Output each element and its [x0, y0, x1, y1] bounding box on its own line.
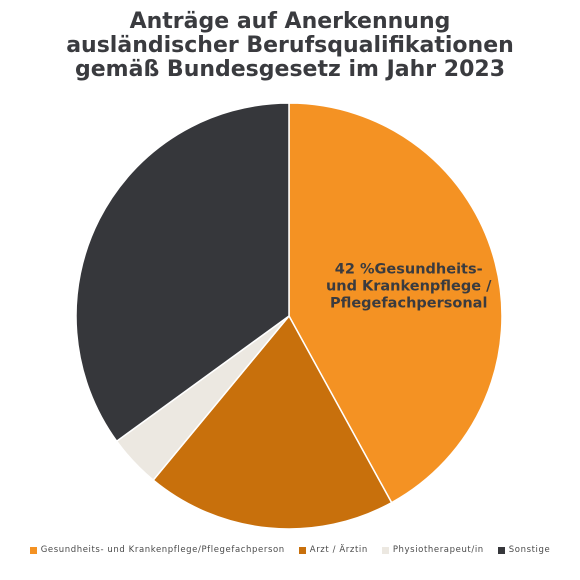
legend-item: Gesundheits- und Krankenpflege/Pflegefac… [29, 545, 285, 555]
pie-slice [75, 102, 290, 443]
legend-swatch [29, 546, 37, 554]
legend-swatch [381, 546, 389, 554]
legend-label: Gesundheits- und Krankenpflege/Pflegefac… [40, 545, 285, 555]
legend-swatch [497, 546, 505, 554]
legend-label: Sonstige [508, 545, 551, 555]
legend-label: Physiotherapeut/in [392, 545, 484, 555]
chart-title-line: gemäß Bundesgesetz im Jahr 2023 [75, 57, 505, 82]
legend-item: Sonstige [497, 545, 551, 555]
legend-swatch [298, 546, 306, 554]
chart-title-line: Anträge auf Anerkennung [129, 9, 451, 34]
legend-item: Physiotherapeut/in [381, 545, 484, 555]
pie-slice [152, 314, 393, 530]
chart-title-line: ausländischer Berufsqualifikationen [66, 33, 514, 58]
chart-title: Anträge auf Anerkennung ausländischer Be… [0, 10, 580, 82]
legend: Gesundheits- und Krankenpflege/Pflegefac… [0, 545, 580, 555]
pie-data-label: 42 %Gesundheits-und Krankenpflege / Pfleg… [326, 261, 492, 311]
pie-slice [288, 102, 503, 504]
legend-label: Arzt / Ärztin [309, 545, 368, 555]
legend-item: Arzt / Ärztin [298, 545, 368, 555]
